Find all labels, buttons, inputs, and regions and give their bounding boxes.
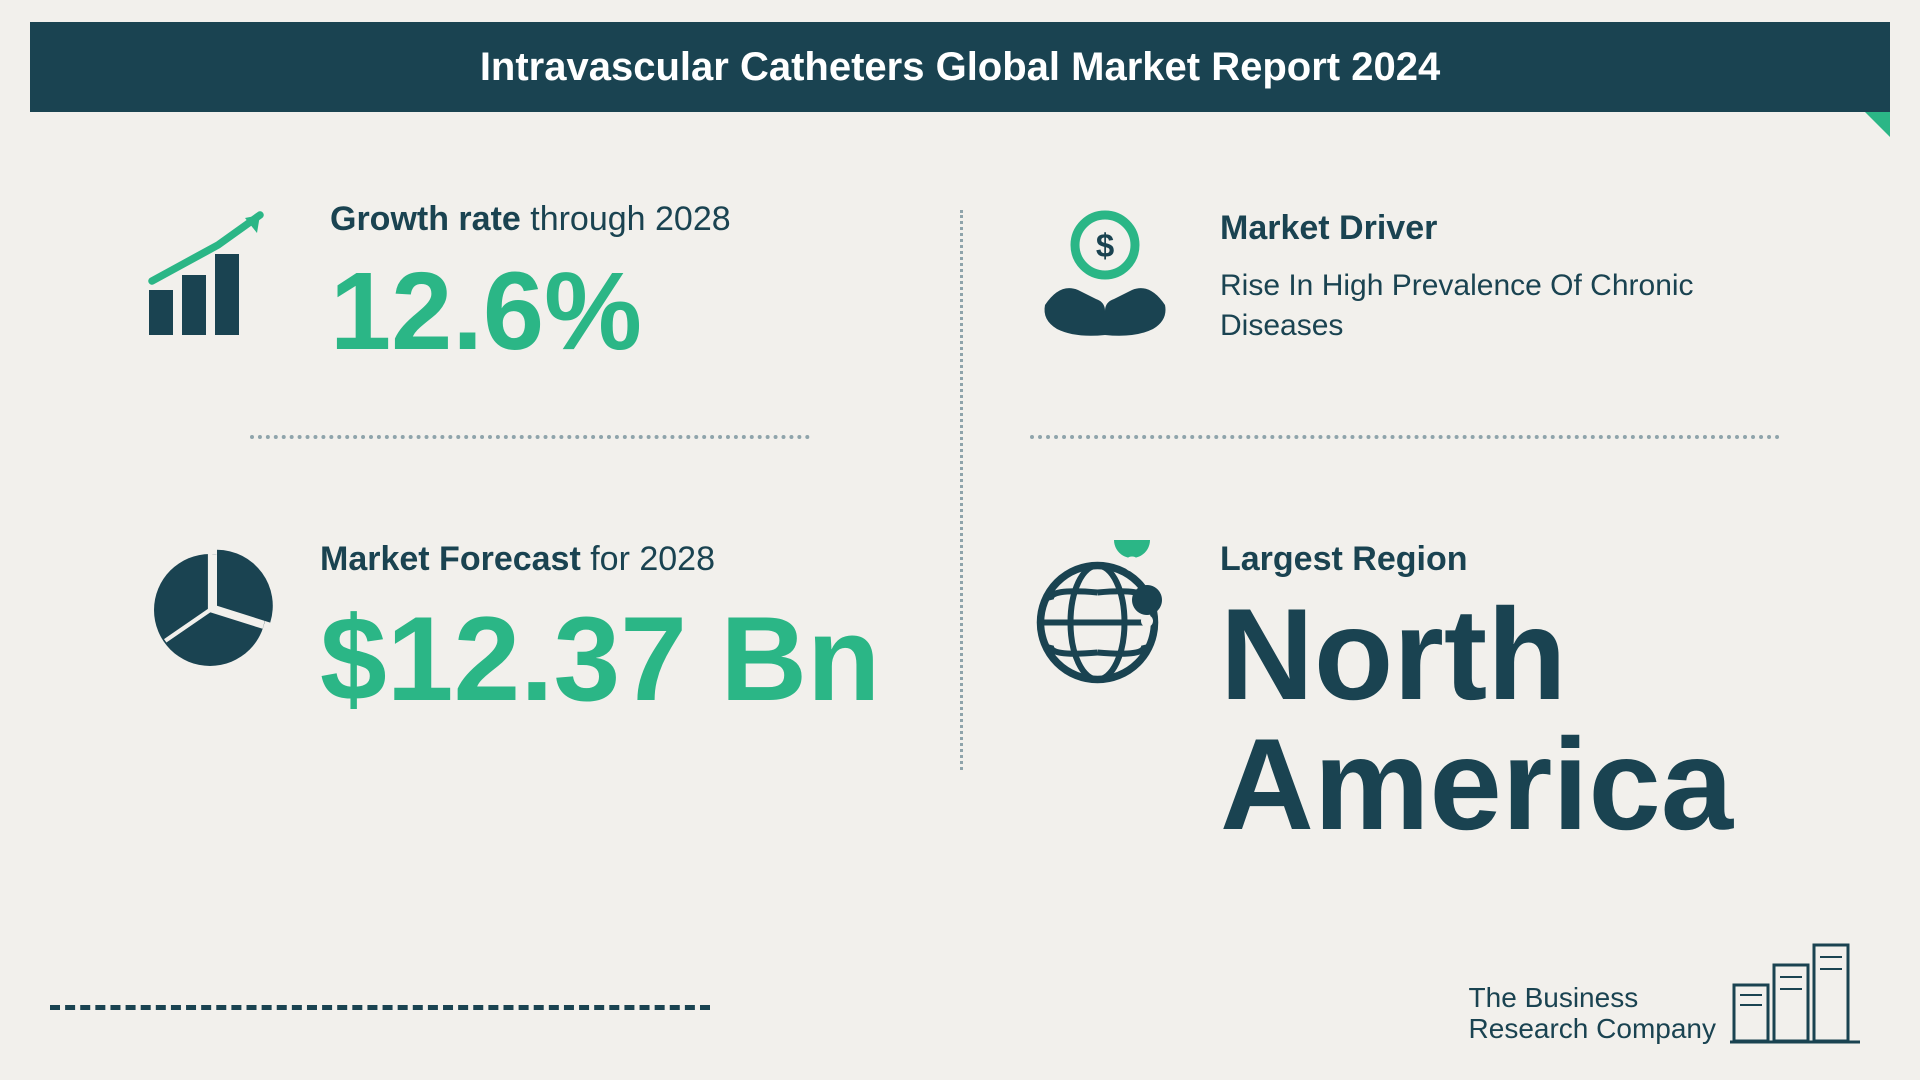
company-logo: The Business Research Company bbox=[1469, 935, 1860, 1045]
growth-label: Growth rate through 2028 bbox=[330, 200, 920, 239]
forecast-label-rest: for 2028 bbox=[581, 540, 715, 578]
globe-pins-icon bbox=[1030, 540, 1180, 695]
growth-label-rest: through 2028 bbox=[521, 200, 731, 238]
page-title: Intravascular Catheters Global Market Re… bbox=[480, 45, 1440, 90]
region-value-line2: America bbox=[1220, 711, 1733, 857]
horizontal-dots-left bbox=[250, 435, 810, 439]
region-label: Largest Region bbox=[1220, 540, 1830, 579]
region-block: Largest Region North America bbox=[1030, 540, 1830, 849]
region-label-bold: Largest Region bbox=[1220, 540, 1467, 578]
driver-description: Rise In High Prevalence Of Chronic Disea… bbox=[1220, 266, 1810, 347]
buildings-icon bbox=[1730, 935, 1860, 1045]
company-logo-line2: Research Company bbox=[1469, 1014, 1716, 1045]
svg-text:$: $ bbox=[1096, 227, 1114, 264]
driver-block: $ Market Driver Rise In High Prevalence … bbox=[1030, 200, 1810, 355]
header-bar: Intravascular Catheters Global Market Re… bbox=[30, 22, 1890, 112]
driver-label: Market Driver bbox=[1220, 209, 1810, 248]
corner-accent bbox=[1865, 112, 1890, 137]
growth-value: 12.6% bbox=[330, 257, 920, 367]
vertical-divider bbox=[960, 210, 963, 770]
driver-label-bold: Market Driver bbox=[1220, 209, 1437, 247]
hands-coin-icon: $ bbox=[1030, 200, 1180, 355]
region-value: North America bbox=[1220, 589, 1830, 849]
growth-chart-icon bbox=[140, 200, 290, 355]
pie-chart-icon bbox=[140, 540, 280, 685]
region-value-line1: North bbox=[1220, 581, 1567, 727]
forecast-label: Market Forecast for 2028 bbox=[320, 540, 920, 579]
company-logo-line1: The Business bbox=[1469, 983, 1716, 1014]
forecast-value: $12.37 Bn bbox=[320, 599, 920, 719]
growth-rate-block: Growth rate through 2028 12.6% bbox=[140, 200, 920, 367]
bottom-dash-line bbox=[50, 1005, 710, 1010]
growth-label-bold: Growth rate bbox=[330, 200, 521, 238]
company-logo-text: The Business Research Company bbox=[1469, 983, 1716, 1045]
forecast-block: Market Forecast for 2028 $12.37 Bn bbox=[140, 540, 920, 719]
horizontal-dots-right bbox=[1030, 435, 1780, 439]
forecast-label-bold: Market Forecast bbox=[320, 540, 581, 578]
